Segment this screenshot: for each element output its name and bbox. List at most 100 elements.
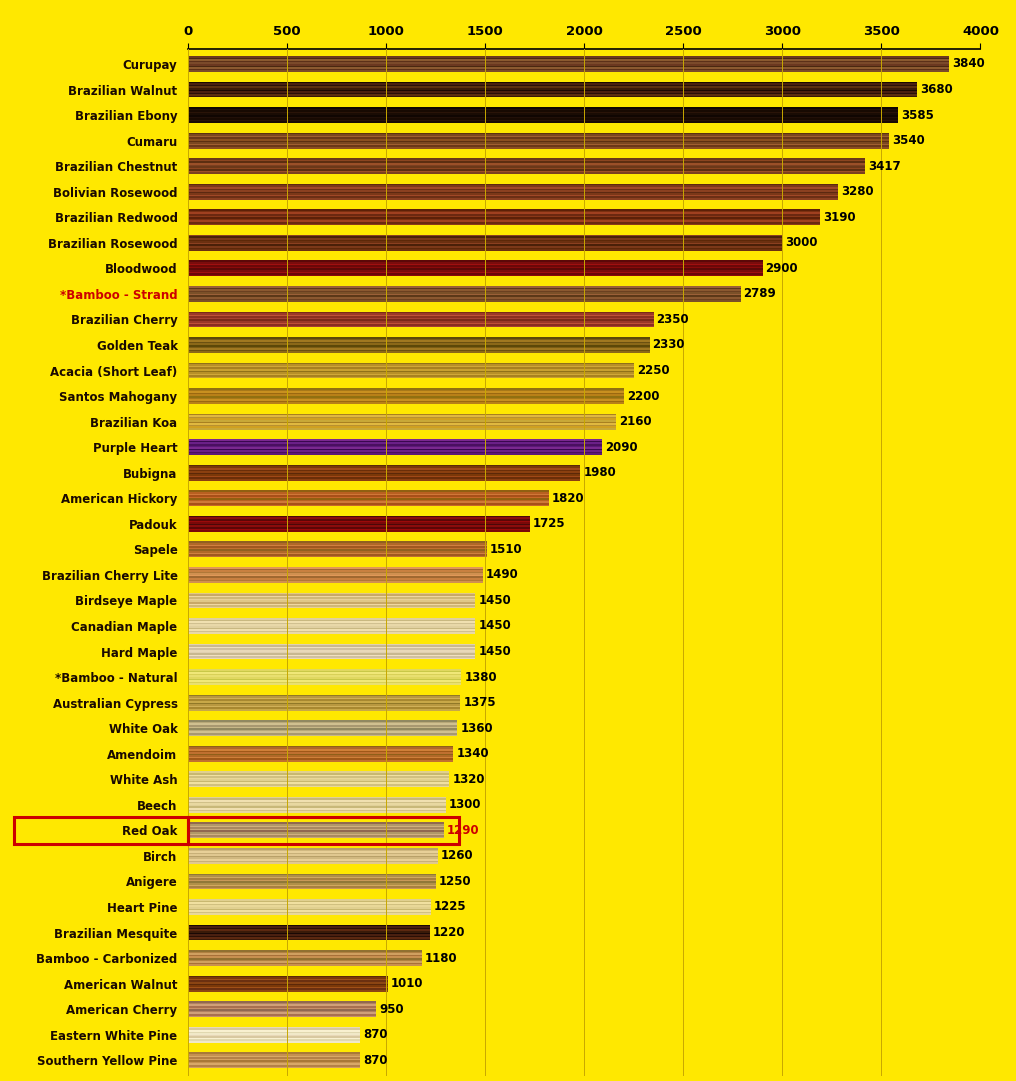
Bar — [188, 572, 484, 573]
Bar — [188, 780, 449, 783]
Bar — [188, 388, 624, 404]
Bar — [188, 656, 475, 658]
Bar — [188, 454, 602, 455]
Bar — [188, 1057, 361, 1058]
Bar — [188, 850, 438, 851]
Bar — [188, 391, 624, 392]
Bar — [188, 325, 653, 328]
Bar — [188, 498, 549, 499]
Bar — [188, 57, 949, 59]
Bar — [188, 505, 549, 506]
Bar — [188, 311, 653, 313]
Bar — [188, 362, 634, 364]
Bar — [188, 595, 475, 596]
Text: 1490: 1490 — [486, 569, 519, 582]
Bar — [188, 452, 602, 454]
Bar — [188, 652, 475, 653]
Bar — [188, 802, 446, 803]
Bar — [188, 579, 484, 582]
Text: 3417: 3417 — [868, 160, 900, 173]
Text: 2200: 2200 — [627, 389, 659, 402]
Bar — [188, 1052, 361, 1054]
Bar — [188, 961, 422, 963]
Bar — [188, 709, 460, 710]
Bar — [188, 235, 782, 237]
Bar — [188, 139, 889, 141]
Bar — [188, 351, 649, 352]
Bar — [188, 618, 475, 619]
Bar — [188, 1011, 376, 1012]
Bar — [188, 347, 649, 348]
Bar — [188, 439, 602, 455]
Bar — [188, 1055, 361, 1057]
Bar — [188, 626, 475, 628]
Text: 1320: 1320 — [452, 773, 485, 786]
Bar — [188, 499, 549, 502]
Bar — [188, 881, 436, 883]
Bar — [188, 566, 484, 583]
Text: 1180: 1180 — [425, 951, 457, 964]
Bar — [188, 625, 475, 626]
Bar — [188, 59, 949, 61]
Bar — [188, 107, 898, 109]
Bar — [188, 70, 949, 72]
Bar — [188, 191, 838, 193]
Bar — [188, 426, 616, 428]
Bar — [188, 650, 475, 652]
Bar — [188, 622, 475, 623]
Bar — [188, 910, 431, 911]
Bar — [188, 990, 388, 991]
Text: 2090: 2090 — [605, 441, 638, 454]
Bar — [188, 877, 436, 878]
Bar — [188, 1027, 361, 1028]
Bar — [188, 950, 422, 966]
Text: 3585: 3585 — [901, 108, 934, 121]
Bar — [188, 137, 889, 139]
Bar — [188, 883, 436, 884]
Bar — [188, 262, 762, 264]
Bar — [188, 221, 820, 222]
Bar — [188, 377, 634, 378]
Bar — [188, 833, 444, 836]
Bar — [188, 479, 580, 481]
Bar — [188, 669, 461, 670]
Text: 3840: 3840 — [952, 57, 985, 70]
Bar — [188, 830, 444, 832]
Bar — [188, 808, 446, 810]
Bar — [188, 753, 453, 756]
Bar — [188, 525, 529, 526]
Text: 1980: 1980 — [583, 466, 616, 479]
Bar — [188, 392, 624, 395]
Bar — [188, 86, 917, 88]
Bar — [188, 682, 461, 683]
Bar — [188, 722, 457, 723]
Bar — [188, 163, 865, 164]
Bar — [188, 837, 444, 838]
Bar — [188, 888, 436, 890]
Bar — [188, 121, 898, 123]
Bar — [188, 91, 917, 93]
Bar — [188, 1062, 361, 1064]
Bar — [188, 270, 762, 271]
Text: 1010: 1010 — [391, 977, 424, 990]
Bar — [188, 960, 422, 961]
Bar — [188, 344, 649, 345]
Bar — [188, 575, 484, 576]
Bar — [188, 388, 624, 390]
Bar — [188, 141, 889, 143]
Bar — [188, 422, 616, 423]
Bar — [188, 237, 782, 238]
Bar — [188, 110, 898, 112]
Bar — [188, 468, 580, 469]
Bar — [188, 904, 431, 906]
Bar — [188, 516, 529, 518]
Bar — [188, 827, 444, 829]
Bar — [188, 857, 438, 859]
Bar — [188, 1001, 376, 1003]
Bar — [188, 632, 475, 633]
Bar — [188, 337, 649, 338]
Bar — [188, 93, 917, 94]
Bar — [188, 645, 475, 646]
Bar — [188, 592, 475, 595]
Bar — [188, 784, 449, 786]
